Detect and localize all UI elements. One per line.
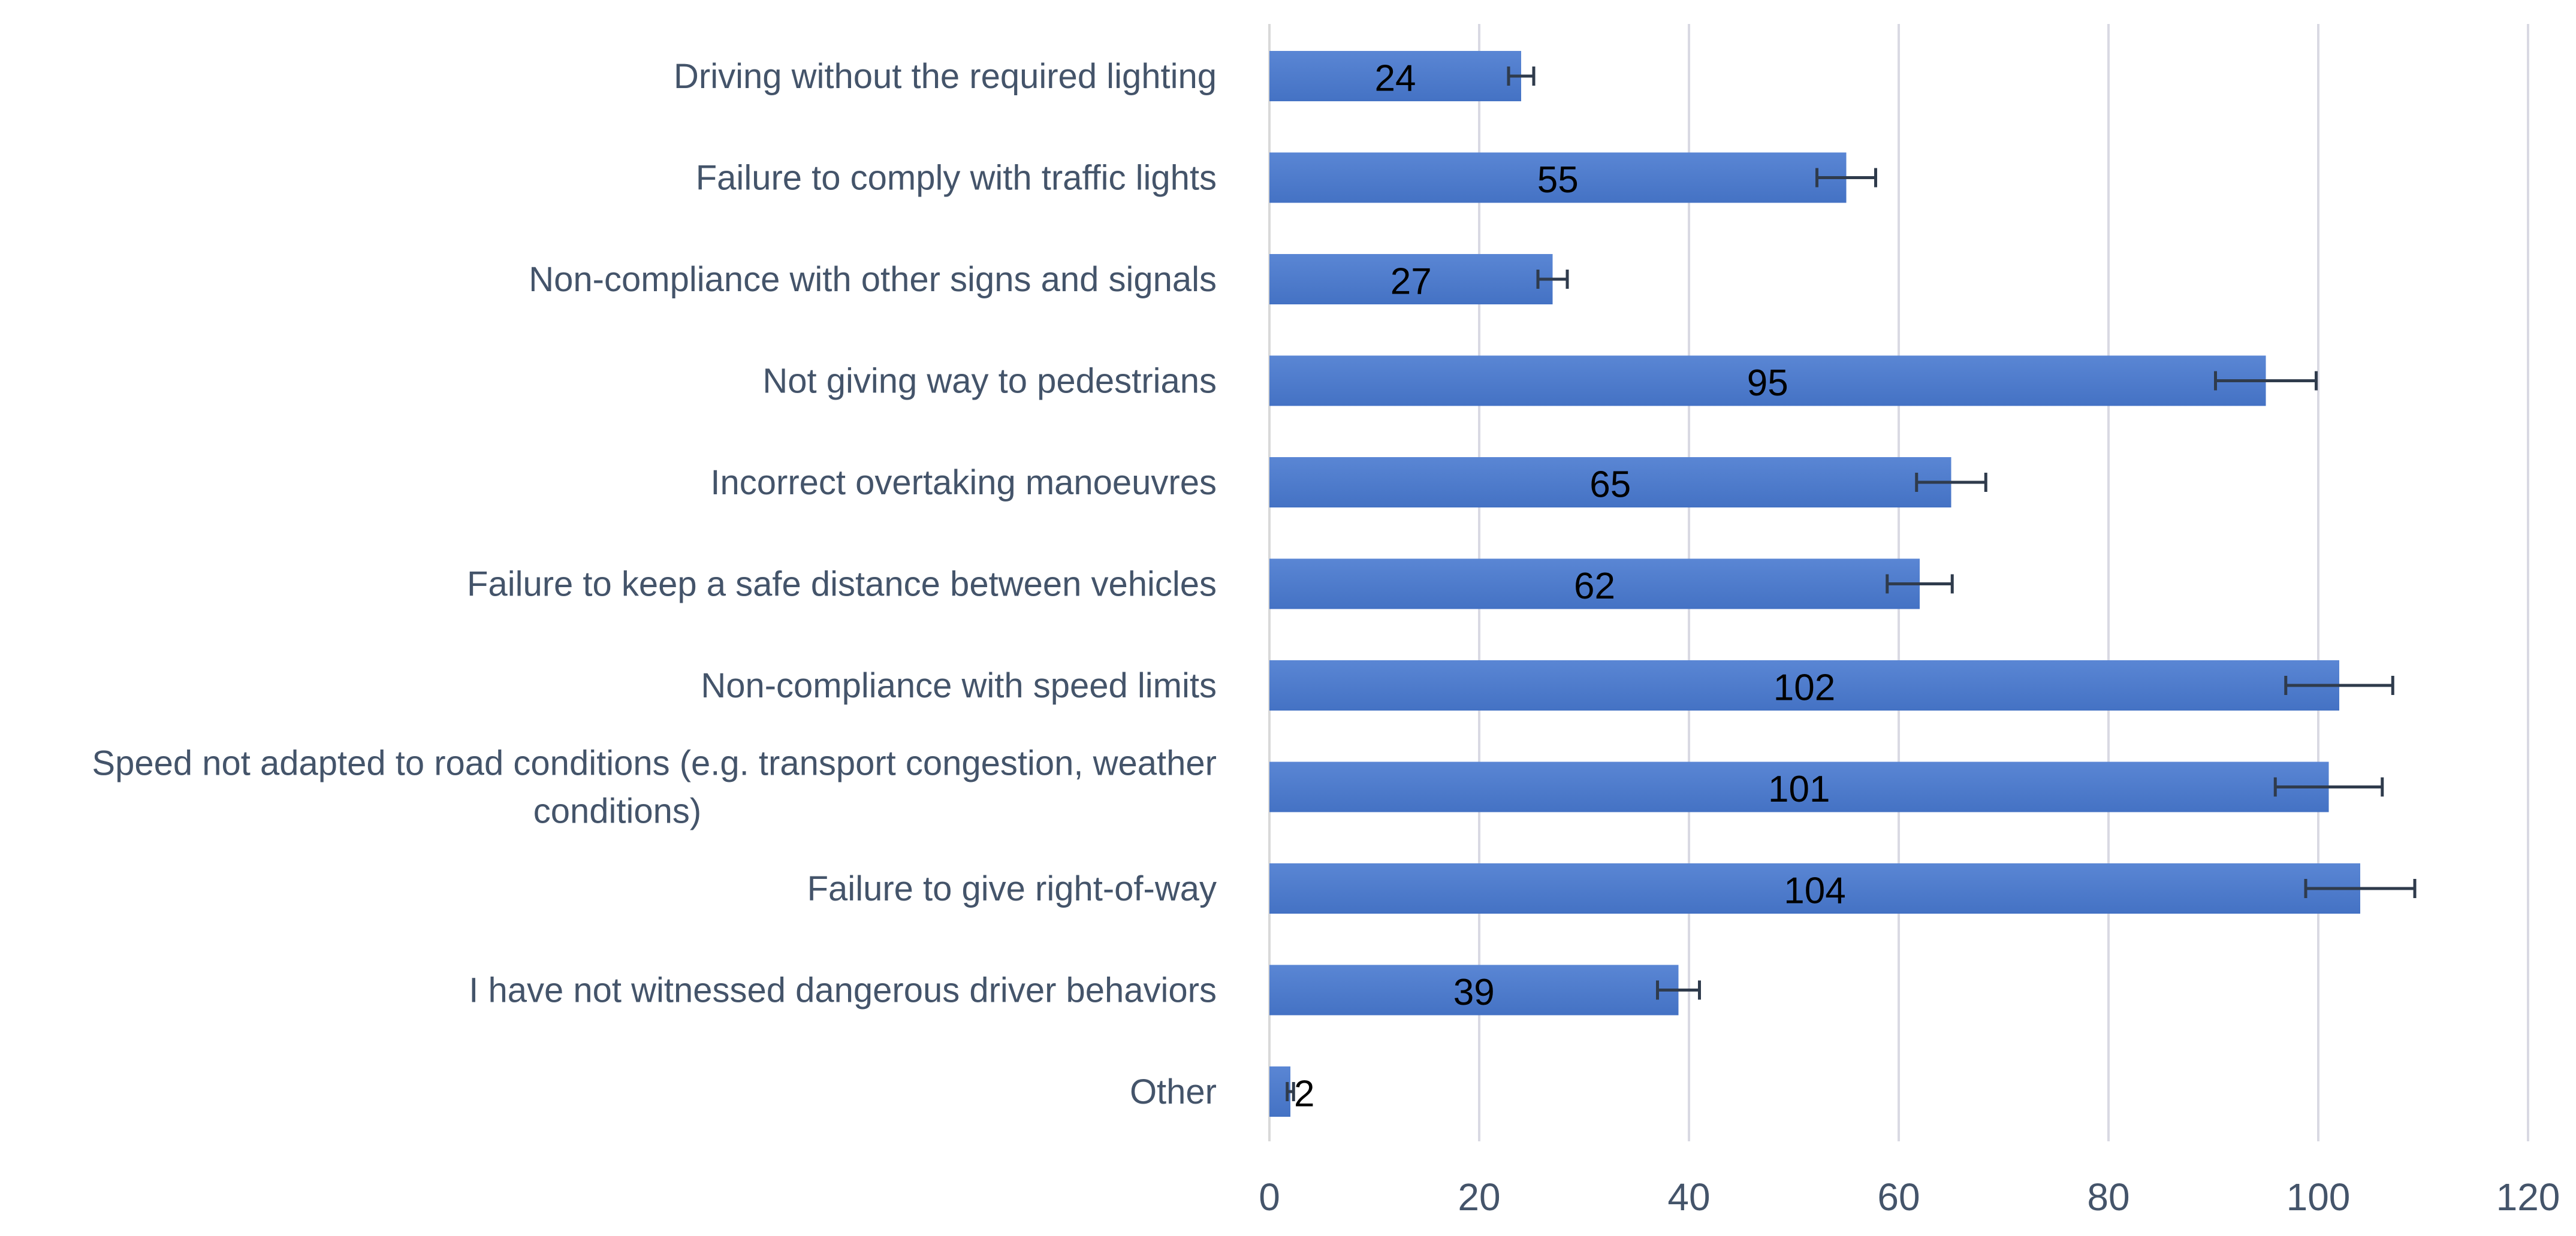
category-label-line: Failure to keep a safe distance between … <box>467 564 1217 603</box>
category-label: Non-compliance with speed limits <box>701 666 1217 705</box>
category-label-line: Other <box>1130 1072 1217 1111</box>
category-label: Failure to comply with traffic lights <box>696 158 1217 197</box>
bar <box>1269 355 2266 406</box>
error-bars <box>1286 67 2417 1101</box>
bar <box>1269 152 1847 203</box>
error-bar <box>1286 1082 1295 1101</box>
category-label: Incorrect overtaking manoeuvres <box>710 463 1217 502</box>
category-label-line: I have not witnessed dangerous driver be… <box>469 971 1217 1010</box>
category-label: Not giving way to pedestrians <box>762 361 1217 400</box>
bar <box>1269 457 1951 507</box>
category-label-line: Non-compliance with speed limits <box>701 666 1217 705</box>
error-bar <box>2284 676 2394 695</box>
category-label-line: Failure to give right-of-way <box>807 869 1217 908</box>
data-label: 55 <box>1537 159 1579 201</box>
x-tick-label: 100 <box>2287 1175 2351 1219</box>
error-bar <box>2273 777 2384 797</box>
error-bar <box>2214 371 2318 391</box>
data-label: 27 <box>1390 261 1432 303</box>
x-axis-tick-labels: 0 20 40 60 80 100 120 <box>1259 1175 2560 1219</box>
category-label-line: Speed not adapted to road conditions (e.… <box>92 744 1217 782</box>
error-bar <box>1507 67 1536 86</box>
category-label-line: Not giving way to pedestrians <box>762 361 1217 400</box>
bars <box>1269 51 2360 1117</box>
category-label: Non-compliance with other signs and sign… <box>529 260 1217 299</box>
bar <box>1269 558 1920 609</box>
category-label-line: Non-compliance with other signs and sign… <box>529 260 1217 299</box>
x-tick-label: 80 <box>2087 1175 2129 1219</box>
data-label: 102 <box>1773 667 1835 709</box>
category-label-line: Driving without the required lighting <box>674 57 1217 96</box>
category-labels: Driving without the required lighting Fai… <box>92 57 1217 1111</box>
x-tick-label: 20 <box>1458 1175 1500 1219</box>
error-bar <box>1656 980 1701 1000</box>
category-label: Speed not adapted to road conditions (e.… <box>92 744 1217 830</box>
data-label: 2 <box>1294 1074 1314 1115</box>
bar <box>1269 863 2360 914</box>
bar <box>1269 761 2329 812</box>
category-label: Other <box>1130 1072 1217 1111</box>
error-bar <box>1815 168 1877 188</box>
category-label: Failure to give right-of-way <box>807 869 1217 908</box>
data-labels: 24 55 27 95 65 62 102 101 104 39 2 <box>1294 58 1846 1115</box>
data-label: 101 <box>1768 769 1830 810</box>
category-label: Driving without the required lighting <box>674 57 1217 96</box>
category-label: Failure to keep a safe distance between … <box>467 564 1217 603</box>
data-label: 104 <box>1784 871 1845 912</box>
bar <box>1269 660 2339 711</box>
category-label-line: conditions) <box>533 791 701 830</box>
x-tick-label: 60 <box>1877 1175 1920 1219</box>
bar <box>1269 51 1521 101</box>
x-tick-label: 40 <box>1667 1175 1710 1219</box>
error-bar <box>1536 270 1569 289</box>
data-label: 39 <box>1453 972 1495 1013</box>
data-label: 95 <box>1747 362 1788 404</box>
category-label-line: Failure to comply with traffic lights <box>696 158 1217 197</box>
data-label: 65 <box>1589 464 1631 506</box>
category-label-line: Incorrect overtaking manoeuvres <box>710 463 1217 502</box>
data-label: 62 <box>1574 566 1615 607</box>
x-tick-label: 120 <box>2496 1175 2560 1219</box>
data-label: 24 <box>1375 58 1416 99</box>
bar <box>1269 254 1553 304</box>
error-bar <box>1886 574 1954 594</box>
category-label: I have not witnessed dangerous driver be… <box>469 971 1217 1010</box>
x-tick-label: 0 <box>1259 1175 1280 1219</box>
error-bar <box>2304 879 2417 898</box>
error-bar <box>1915 473 1987 492</box>
bar <box>1269 965 1679 1016</box>
